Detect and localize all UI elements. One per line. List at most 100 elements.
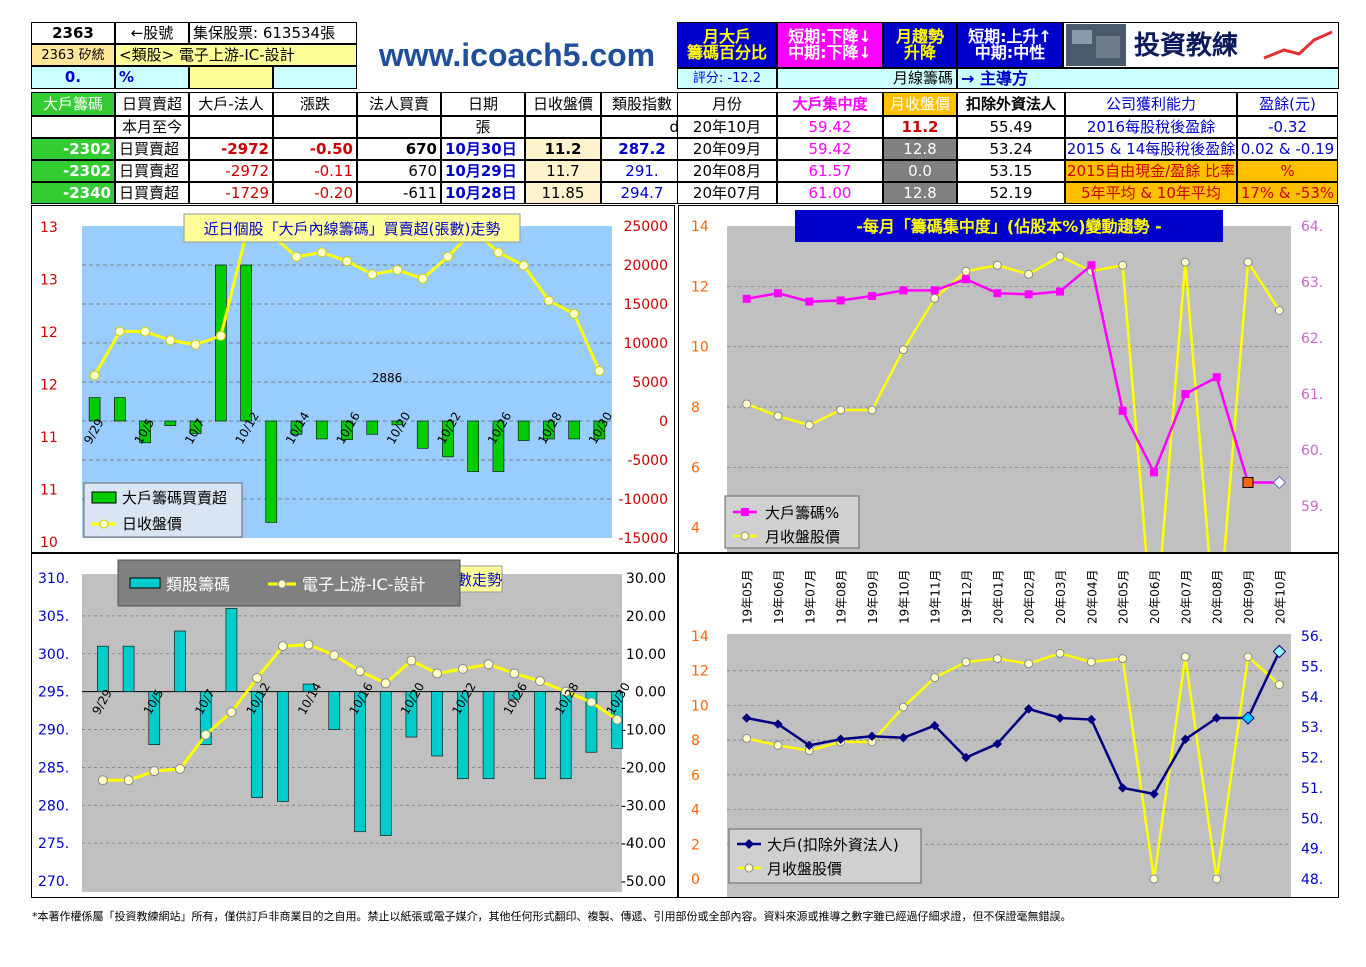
y-left-tick: 8 [691, 400, 700, 416]
y-right-tick: 30.00 [626, 571, 666, 587]
bar-sector-chip [457, 691, 469, 780]
disclaimer: *本著作權係屬「投資教練網站」所有，僅供訂戶非商業目的之自用。禁止以紙張或電子媒… [32, 910, 1072, 923]
y-left-tick: 6 [691, 768, 700, 784]
bar-sector-chip [354, 691, 366, 833]
table-left-cell: 294.7 [601, 182, 683, 204]
point-sector-index [586, 697, 597, 708]
bar-sector-chip [302, 683, 315, 692]
legend-swatch-dot [740, 531, 750, 541]
y-left-tick: 12 [691, 664, 709, 680]
y-right-tick: 59. [1301, 499, 1323, 515]
point-big-holder-pct [993, 289, 1002, 298]
point-close-price [442, 251, 453, 262]
chart4-ex-foreign: 19年05月 19年06月 19年07月 19年08月 19年09月 19年10月 19年1… [691, 569, 1323, 897]
table-left-cell: 291. [601, 160, 683, 182]
point-sector-index [252, 672, 263, 683]
y-right-tick: 51. [1301, 781, 1323, 797]
bar-daily-chip [240, 264, 252, 422]
y-left-tick: 0 [691, 872, 700, 888]
point-monthly-price [1149, 874, 1159, 884]
chart3-panel: 310. 305. 300. 295. 290. 285. 280. 275. 270. 30.0… [31, 553, 678, 898]
y-right-tick: 55. [1301, 659, 1323, 675]
table-left-cell: -611 [357, 182, 441, 204]
point-sector-index [380, 678, 391, 689]
y-left-tick: 14 [691, 629, 709, 645]
point-monthly-price [992, 654, 1002, 664]
bar-daily-chip [189, 420, 202, 434]
point-ex-foreign [1241, 711, 1255, 725]
point-ex-foreign [1149, 789, 1159, 799]
table-left-cell: -0.50 [273, 138, 357, 160]
y-right-tick: 48. [1301, 872, 1323, 888]
y-left-tick: 300. [38, 647, 69, 663]
share-volume: 集保股票: 613534張 [189, 22, 357, 44]
point-close-price [342, 256, 352, 267]
table-left-cell: -2972 [189, 138, 273, 160]
point-close-price [493, 247, 504, 258]
month-big-holder-box: 月大戶 籌碼百分比 [677, 22, 777, 68]
table-right-cell: 59.42 [777, 116, 883, 138]
point-big-holder-pct [1118, 406, 1127, 415]
point-sector-index [329, 650, 340, 661]
table-left-cell: 11.2 [525, 138, 601, 160]
point-monthly-price [773, 411, 783, 421]
table-left-header: 法人買賣 [357, 92, 441, 116]
point-ex-foreign [1180, 734, 1191, 744]
bar-sector-chip [251, 691, 263, 798]
y-left-tick: 12 [40, 378, 58, 394]
bar-sector-chip [379, 691, 392, 836]
point-sector-index [277, 641, 288, 652]
point-monthly-price [1024, 269, 1034, 279]
score: 評分: -12.2 [677, 68, 777, 89]
y-left-tick: 4 [691, 803, 700, 819]
point-sector-index [483, 659, 494, 670]
bar-daily-chip [139, 420, 151, 444]
table-right-cell: 2015自由現金/盈餘 比率 [1065, 160, 1237, 182]
legend-label: 大戶籌碼買賣超 [122, 489, 227, 507]
point-monthly-price [1118, 260, 1128, 270]
point-big-holder-pct [1242, 476, 1254, 488]
x-tick: 19年09月 [866, 569, 880, 624]
point-close-price [316, 247, 327, 258]
plot-area [82, 574, 622, 892]
title-box [795, 210, 1223, 242]
table-left-header: 大戶籌碼 [31, 92, 115, 116]
term-box-1: 短期:下降↓ 中期:下降↓ [777, 22, 883, 68]
point-monthly-price [1243, 652, 1253, 662]
y-left-tick: 280. [38, 798, 69, 814]
point-close-price [190, 339, 201, 350]
table-left-cell: 11.7 [525, 160, 601, 182]
point-close-price [518, 260, 529, 271]
y-left-tick: 10 [691, 340, 709, 356]
line-ex-foreign [746, 650, 1281, 796]
point-sector-index [226, 707, 237, 718]
point-monthly-price [992, 260, 1002, 270]
logo-graphic: 投資教練 [1066, 24, 1333, 66]
y-left-tick: 290. [38, 723, 69, 739]
bar-sector-chip [431, 691, 443, 757]
point-close-price [594, 366, 605, 377]
y-right-tick: 60. [1301, 443, 1323, 459]
table-right-cell: 2016每股稅後盈餘 [1065, 116, 1237, 138]
point-sector-index [123, 775, 134, 786]
table-right-header: 月收盤價 [883, 92, 957, 116]
legend-swatch-bar [129, 577, 161, 589]
point-close-price [114, 326, 125, 337]
point-monthly-price [1212, 874, 1222, 884]
y-right-tick: 10000 [623, 336, 668, 352]
x-tick: 19年12月 [960, 569, 974, 624]
point-monthly-price [1180, 257, 1190, 267]
site-title[interactable]: www.icoach5.com [378, 36, 656, 73]
x-tick: 19年07月 [803, 569, 817, 624]
point-sector-index [535, 676, 545, 687]
point-monthly-price [867, 405, 877, 415]
table-left-cell: 670 [357, 160, 441, 182]
bar-daily-chip [315, 420, 328, 440]
line-monthly-price [746, 652, 1281, 880]
point-monthly-price [961, 657, 971, 667]
table-right-cell: 20年10月 [677, 116, 777, 138]
x-tick: 19年08月 [835, 569, 849, 624]
legend-swatch-dot [741, 508, 749, 516]
point-monthly-price [898, 702, 908, 712]
point-sector-index [432, 668, 443, 679]
